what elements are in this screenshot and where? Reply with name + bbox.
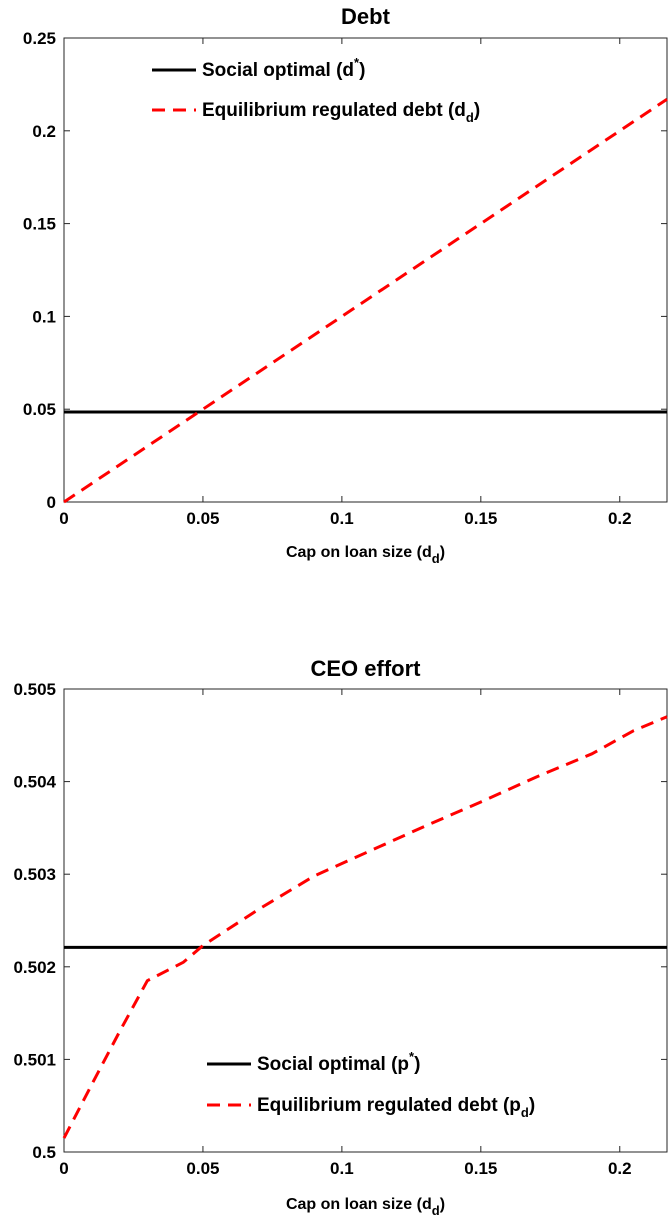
legend-entry-label: Social optimal (d*) xyxy=(202,55,365,81)
x-axis-label: Cap on loan size (dd) xyxy=(286,544,445,566)
legend-entry-label: Social optimal (p*) xyxy=(257,1049,420,1075)
series-line-equilibrium xyxy=(63,98,668,504)
x-tick-label: 0.05 xyxy=(186,509,219,528)
plot-frame xyxy=(63,37,668,503)
chart-panel-2: CEO effort 0 0.05 0.1 0.15 0.2 0.5 0.501 0.502 0.… xyxy=(13,656,668,1218)
legend: Social optimal (d*) Equilibrium regulated… xyxy=(152,55,480,125)
y-tick-label: 0.501 xyxy=(13,1050,56,1069)
plot-frame xyxy=(63,688,668,1153)
x-axis-label: Cap on loan size (dd) xyxy=(286,1196,445,1218)
x-tick-label: 0.1 xyxy=(330,509,354,528)
x-tick-label: 0.2 xyxy=(608,1159,632,1178)
legend: Social optimal (p*) Equilibrium regulated… xyxy=(207,1049,535,1120)
chart-title: Debt xyxy=(341,4,391,29)
chart-panel-1: Debt 0 0.05 0.1 0.15 0.2 0 0.05 0.1 0.15 0.2 0.25 Ca… xyxy=(23,4,668,566)
y-tick-label: 0.25 xyxy=(23,29,56,48)
y-tick-label: 0.5 xyxy=(32,1143,56,1162)
y-tick-label: 0.503 xyxy=(13,865,56,884)
y-tick-label: 0.2 xyxy=(32,122,56,141)
x-tick-label: 0.05 xyxy=(186,1159,219,1178)
chart-title: CEO effort xyxy=(311,656,422,681)
y-tick-label: 0.1 xyxy=(32,307,56,326)
x-tick-label: 0 xyxy=(59,509,68,528)
x-tick-label: 0.2 xyxy=(608,509,632,528)
x-tick-label: 0.15 xyxy=(464,509,497,528)
y-tick-label: 0.05 xyxy=(23,400,56,419)
legend-entry-label: Equilibrium regulated debt (pd) xyxy=(257,1095,535,1120)
y-tick-label: 0.15 xyxy=(23,215,56,234)
x-tick-label: 0.1 xyxy=(330,1159,354,1178)
y-tick-label: 0 xyxy=(47,493,56,512)
legend-entry-label: Equilibrium regulated debt (dd) xyxy=(202,100,480,125)
x-tick-label: 0.15 xyxy=(464,1159,497,1178)
y-tick-label: 0.505 xyxy=(13,680,56,699)
x-tick-label: 0 xyxy=(59,1159,68,1178)
y-tick-label: 0.502 xyxy=(13,958,56,977)
y-tick-label: 0.504 xyxy=(13,773,56,792)
series-line-equilibrium xyxy=(62,715,668,1139)
